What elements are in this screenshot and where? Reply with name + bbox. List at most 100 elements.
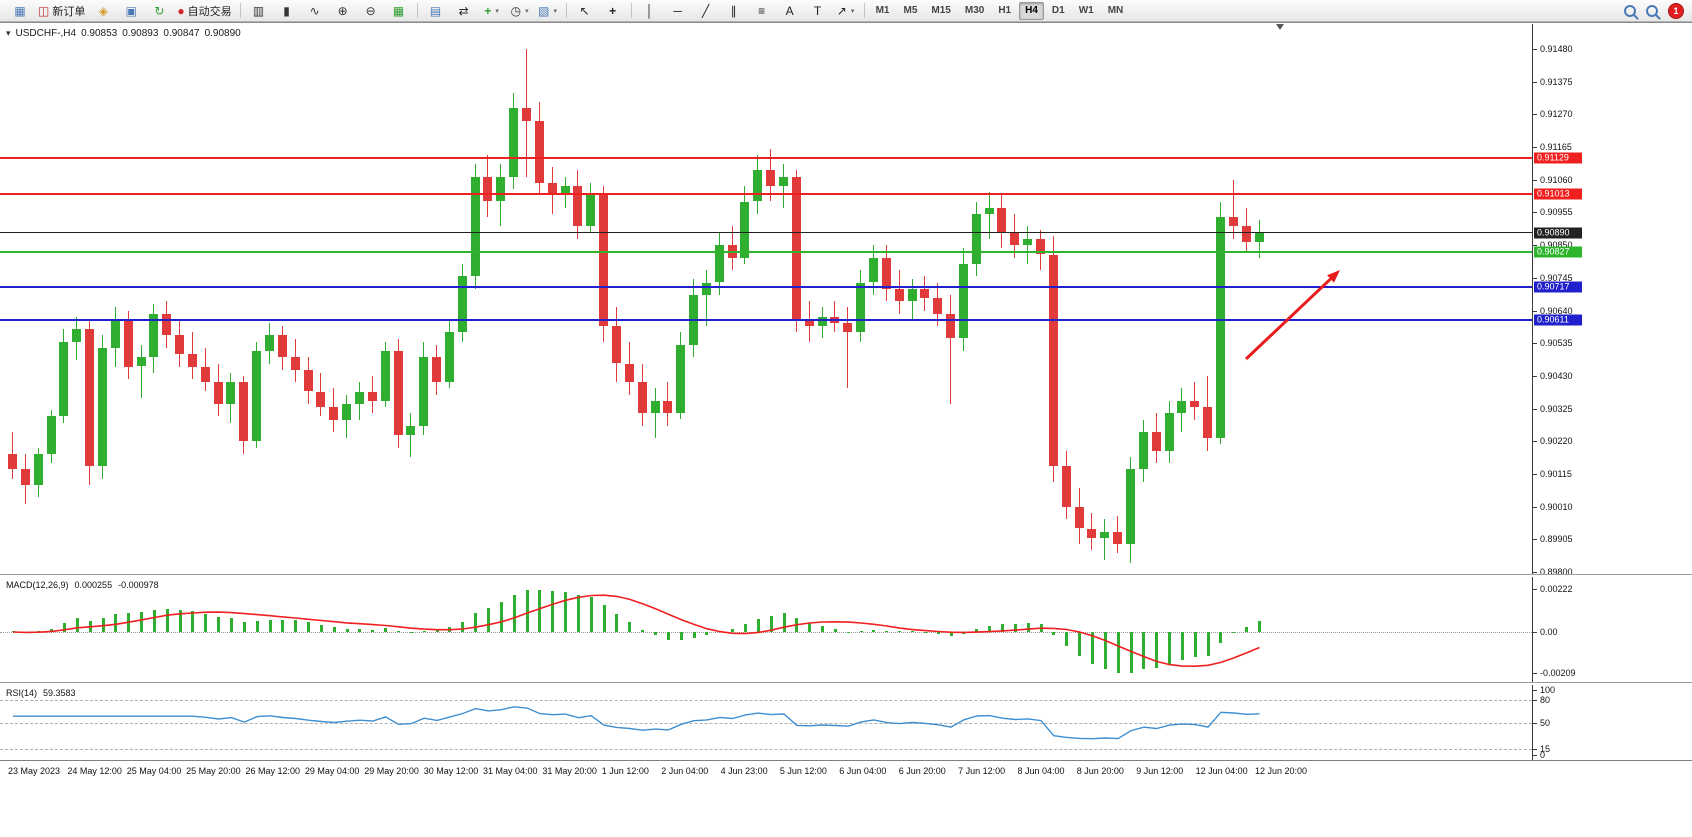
notification-badge[interactable]: 1 <box>1668 2 1684 19</box>
indicators-button[interactable]: + ▾ <box>478 1 506 21</box>
price-axis-tick <box>1533 212 1537 214</box>
candle <box>8 453 17 470</box>
arrange-charts-icon: ▤ <box>429 3 442 18</box>
panel-divider[interactable] <box>0 574 1692 578</box>
ohlc-high: 0.90893 <box>122 28 159 39</box>
new-chart-button[interactable]: ▦ <box>6 1 34 21</box>
macd-axis-label: 0.00 <box>1540 627 1558 637</box>
macd-histogram-bar <box>255 621 259 632</box>
price-axis-label: 0.90430 <box>1540 370 1573 381</box>
periods-button[interactable]: ◷ ▾ <box>506 1 534 21</box>
text-button[interactable]: A <box>776 1 804 21</box>
chart-shift-button[interactable]: ⇄ <box>450 1 478 21</box>
ohlc-bars-icon: ▥ <box>252 3 265 18</box>
timeframe-m1[interactable]: M1 <box>875 5 890 16</box>
vertical-line-button[interactable]: │ <box>636 1 664 21</box>
new-order-label: 新订单 <box>52 5 86 18</box>
ohlc-open: 0.90853 <box>81 28 118 39</box>
candle <box>329 407 339 420</box>
zoom-out-button[interactable]: ⊖ <box>357 1 385 21</box>
timeframe-m5[interactable]: M5 <box>903 5 918 16</box>
support-blue-2-line[interactable] <box>0 318 1532 321</box>
timeframe-w1[interactable]: W1 <box>1078 5 1094 16</box>
market-watch-button[interactable]: ▣ <box>117 1 145 21</box>
macd-histogram-bar <box>705 632 709 636</box>
macd-histogram-bar <box>859 631 863 632</box>
price-axis-label: 0.90115 <box>1540 469 1572 480</box>
time-axis-label: 4 Jun 23:00 <box>720 766 768 776</box>
channel-button[interactable]: ∥ <box>720 1 748 21</box>
candle <box>907 288 917 302</box>
price-axis-label: 0.91270 <box>1540 109 1573 120</box>
timeframe-m30[interactable]: M30 <box>964 5 985 16</box>
one-click-trading-toggle[interactable]: ▾ <box>6 28 11 38</box>
quick-search-icon[interactable] <box>1646 4 1658 17</box>
panel-divider[interactable] <box>0 682 1692 686</box>
macd-histogram-bar <box>923 632 927 633</box>
support-green-line[interactable] <box>0 251 1532 254</box>
symbol-search-icon[interactable] <box>1624 4 1636 17</box>
macd-histogram-bar <box>75 617 79 632</box>
arrange-charts-button[interactable]: ▤ <box>422 1 450 21</box>
price-axis[interactable]: 0.91480 0.91375 0.91270 0.91165 0.91060 0.909… <box>1532 24 1692 577</box>
tile-windows-button[interactable]: ▦ <box>385 1 413 21</box>
resistance-2-line[interactable] <box>0 193 1532 196</box>
zoom-in-icon: ⊕ <box>337 3 348 18</box>
timeframe-h4[interactable]: H4 <box>1019 1 1044 20</box>
candle <box>1100 531 1110 538</box>
rsi-axis-label: 0 <box>1540 750 1546 760</box>
candlesticks-button[interactable]: ▮ <box>273 1 301 21</box>
refresh-button[interactable]: ↻ <box>145 1 173 21</box>
macd-axis[interactable]: 0.00222 0.00 -0.00209 <box>1532 577 1692 682</box>
candle-wick <box>950 295 951 404</box>
timeframe-mn[interactable]: MN <box>1107 5 1124 16</box>
cursor-button[interactable]: ↖ <box>571 1 599 21</box>
horizontal-line-button[interactable]: ─ <box>664 1 692 21</box>
support-blue-1-line[interactable] <box>0 285 1532 288</box>
line-chart-button[interactable]: ∿ <box>301 1 329 21</box>
macd-histogram-bar <box>833 629 837 632</box>
candle <box>46 416 56 454</box>
time-axis[interactable]: 23 May 2023 24 May 12:00 25 May 04:00 25 Ma… <box>0 760 1692 783</box>
macd-histogram-bar <box>1206 632 1210 656</box>
crosshair-button[interactable]: + <box>599 1 627 21</box>
rsi-axis[interactable]: 100 80 50 15 0 <box>1532 685 1692 760</box>
new-order-icon: ◫ <box>38 3 50 18</box>
candle <box>1036 238 1045 255</box>
candle <box>20 469 30 485</box>
chart-shift-marker[interactable] <box>1276 24 1284 30</box>
timeframe-m15[interactable]: M15 <box>931 5 951 16</box>
trend-arrow-annotation[interactable] <box>0 24 1532 574</box>
price-axis-label: 0.91375 <box>1540 76 1573 87</box>
refresh-icon: ↻ <box>154 3 165 18</box>
resistance-1-line[interactable] <box>0 157 1532 160</box>
macd-histogram-bar <box>872 630 876 632</box>
periods-icon: ◷ <box>510 3 522 18</box>
time-axis-label: 25 May 04:00 <box>126 766 182 776</box>
candle <box>611 326 621 364</box>
zoom-in-button[interactable]: ⊕ <box>329 1 357 21</box>
timeframe-d1[interactable]: D1 <box>1051 5 1065 16</box>
candle <box>1151 432 1161 451</box>
macd-histogram-bar <box>11 631 15 632</box>
time-axis-label: 29 May 20:00 <box>364 766 419 776</box>
price-axis-tick <box>1533 48 1537 50</box>
new-order-button[interactable]: ◫ 新订单 <box>34 1 89 21</box>
candle-wick <box>1104 519 1106 560</box>
metaquotes-button[interactable]: ◈ <box>89 1 117 21</box>
timeframe-h1[interactable]: H1 <box>998 5 1012 16</box>
arrows-tool-button[interactable]: ↗ ▾ <box>832 1 860 21</box>
fibonacci-button[interactable]: ≡ <box>748 1 776 21</box>
market-watch-icon: ▣ <box>125 3 138 18</box>
candle <box>483 176 493 202</box>
macd-histogram-bar <box>345 628 349 632</box>
zoom-out-icon: ⊖ <box>365 3 376 18</box>
autotrading-button[interactable]: ● 自动交易 <box>173 1 235 21</box>
templates-button[interactable]: ▧ ▾ <box>534 1 562 21</box>
time-axis-label: 6 Jun 04:00 <box>839 766 887 776</box>
macd-histogram-bar <box>294 620 298 632</box>
macd-histogram-bar <box>1219 632 1223 643</box>
text-label-button[interactable]: T <box>804 1 832 21</box>
ohlc-bars-button[interactable]: ▥ <box>245 1 273 21</box>
trendline-button[interactable]: ╱ <box>692 1 720 21</box>
